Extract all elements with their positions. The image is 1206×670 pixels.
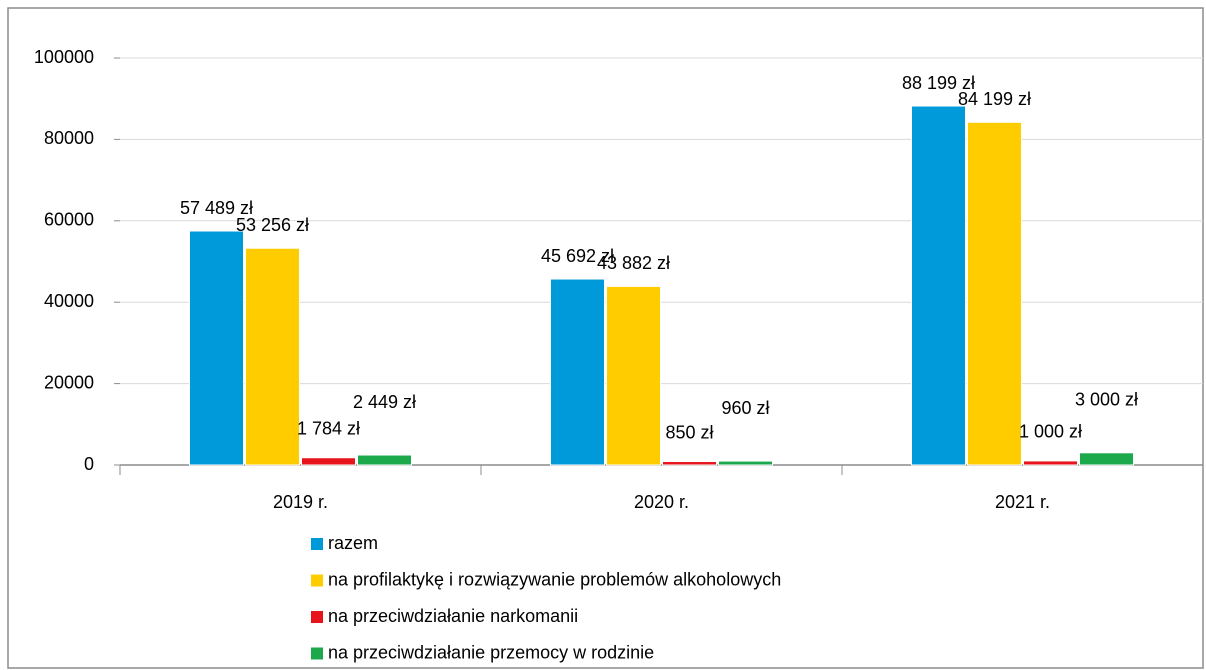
data-label: 43 882 zł	[597, 253, 670, 273]
data-label: 1 000 zł	[1019, 422, 1082, 442]
data-label: 1 784 zł	[297, 418, 360, 438]
bar	[662, 461, 717, 466]
x-tick-label: 2021 r.	[995, 492, 1050, 512]
legend-label: na przeciwdziałanie narkomanii	[328, 606, 578, 626]
bar	[301, 457, 356, 466]
bar	[606, 285, 661, 466]
data-label: 850 zł	[665, 422, 713, 442]
data-label: 2 449 zł	[353, 392, 416, 412]
y-tick-label: 60000	[44, 210, 94, 230]
data-label: 84 199 zł	[958, 89, 1031, 109]
y-tick-label: 20000	[44, 372, 94, 392]
legend-swatch	[311, 647, 323, 660]
data-label: 53 256 zł	[236, 215, 309, 235]
bar	[189, 230, 244, 466]
data-label: 57 489 zł	[180, 198, 253, 218]
x-tick-label: 2019 r.	[273, 492, 328, 512]
data-label: 45 692 zł	[541, 246, 614, 266]
legend-swatch	[311, 611, 323, 623]
y-tick-label: 40000	[44, 291, 94, 311]
data-label: 960 zł	[721, 398, 769, 418]
legend-label: na profilaktykę i rozwiązywanie problemó…	[328, 569, 781, 589]
data-label: 88 199 zł	[902, 73, 975, 93]
y-tick-label: 80000	[44, 128, 94, 148]
bar	[718, 460, 773, 466]
bar	[911, 105, 966, 466]
y-tick-label: 100000	[34, 47, 94, 67]
bar	[1079, 452, 1134, 466]
legend-label: razem	[328, 533, 378, 553]
data-label: 3 000 zł	[1075, 390, 1138, 410]
bar	[550, 278, 605, 466]
bar	[1023, 460, 1078, 466]
x-tick-label: 2020 r.	[634, 492, 689, 512]
bar	[967, 121, 1022, 466]
legend-swatch	[311, 538, 323, 550]
legend-label: na przeciwdziałanie przemocy w rodzinie	[328, 642, 654, 662]
y-tick-label: 0	[84, 454, 94, 474]
bar	[357, 454, 412, 466]
bar	[245, 247, 300, 466]
legend-swatch	[311, 574, 323, 587]
